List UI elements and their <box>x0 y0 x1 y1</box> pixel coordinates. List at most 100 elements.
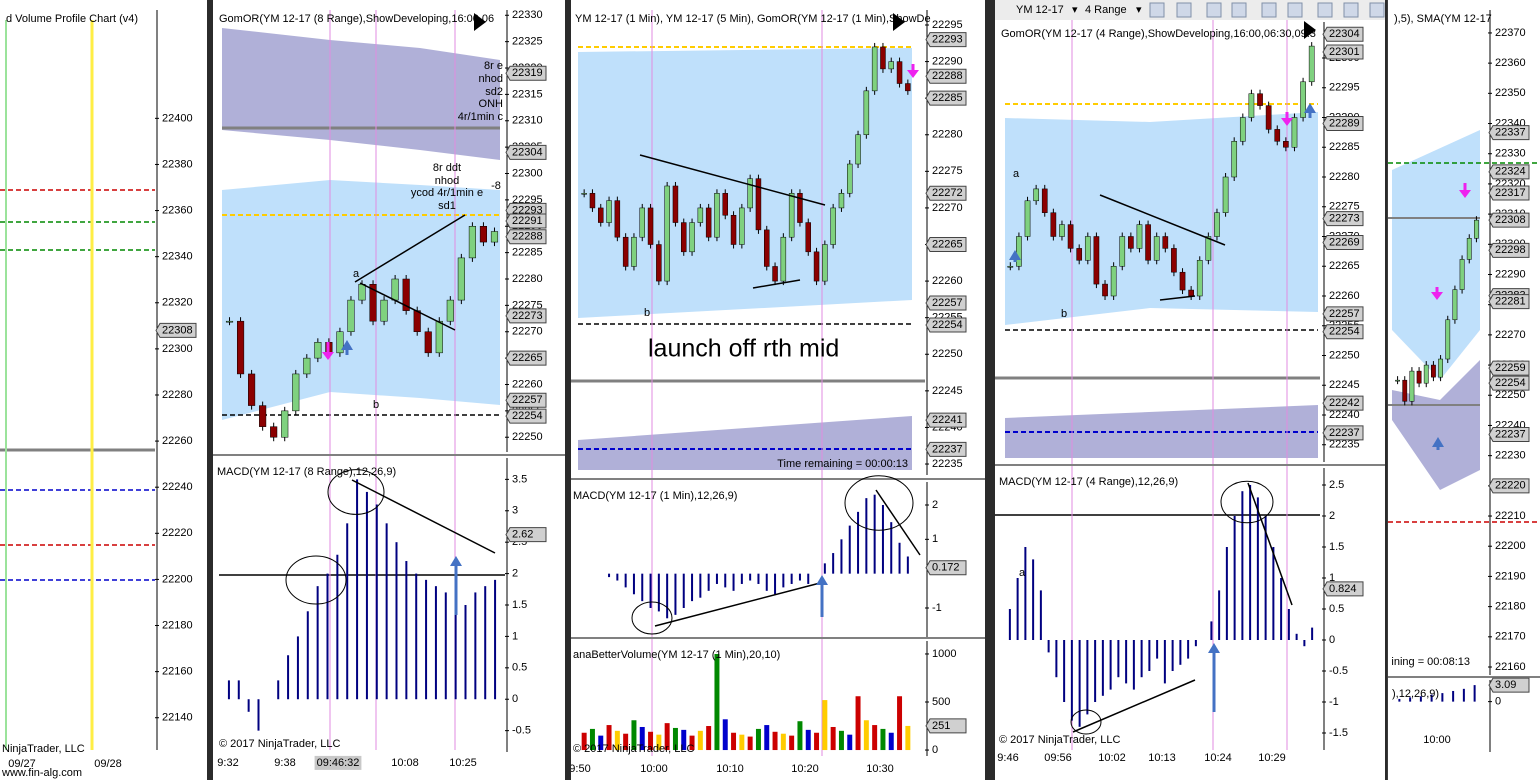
splitter[interactable] <box>1385 0 1387 780</box>
toolbar-icon[interactable] <box>1176 2 1192 18</box>
candle <box>747 178 753 209</box>
signal-arrow-head <box>1432 437 1444 447</box>
histogram-bar <box>1047 640 1050 653</box>
toolbar-icon[interactable] <box>1231 2 1247 18</box>
histogram-bar <box>873 494 876 574</box>
price-tag <box>505 229 547 245</box>
candle <box>780 236 787 282</box>
time-label: 10:00 <box>1423 734 1451 746</box>
time-label: 10:30 <box>866 763 894 775</box>
candle <box>1274 129 1281 142</box>
histogram-bar <box>657 573 660 612</box>
y-tick-label: 22140 <box>162 712 193 724</box>
histogram-bar <box>1303 640 1306 647</box>
candle <box>647 207 654 245</box>
histogram-bar <box>1156 640 1159 659</box>
splitter[interactable] <box>207 0 213 780</box>
histogram-bar <box>872 725 878 751</box>
time-label: 09:56 <box>1044 752 1072 764</box>
price-tag <box>1322 211 1364 227</box>
time-label: 10:08 <box>391 757 419 769</box>
toolbar-icon[interactable] <box>1149 2 1165 18</box>
histogram-bar <box>1210 621 1213 641</box>
histogram-bar <box>1140 640 1143 678</box>
price-tag <box>925 32 967 48</box>
panel-title: GomOR(YM 12-17 (4 Range),ShowDeveloping,… <box>1001 28 1316 40</box>
candle <box>391 278 399 301</box>
histogram-bar <box>739 734 745 751</box>
histogram-bar <box>664 723 670 751</box>
histogram-bar <box>648 731 654 751</box>
toolbar-icon[interactable] <box>1261 2 1277 18</box>
toolbar-icon[interactable] <box>1369 2 1385 18</box>
histogram-bar <box>1117 640 1120 678</box>
toolbar-icon[interactable] <box>1206 2 1222 18</box>
y-tick-label: 22300 <box>512 167 543 179</box>
candle <box>764 229 770 267</box>
toolbar-icon[interactable] <box>1317 2 1333 18</box>
candle <box>705 207 712 238</box>
price-tag-label: 22304 <box>1329 28 1360 40</box>
toolbar-icon[interactable] <box>1287 2 1303 18</box>
period-selector[interactable]: 4 Range <box>1085 4 1127 16</box>
price-tag <box>1322 306 1364 322</box>
candle <box>1283 141 1289 148</box>
histogram-bar <box>1101 640 1104 696</box>
indicator-title: ),12,26,9) <box>1392 688 1439 700</box>
time-label: 10:29 <box>1258 752 1286 764</box>
candle <box>581 193 587 195</box>
candle <box>880 46 886 70</box>
candle <box>1016 236 1022 267</box>
candle <box>314 342 322 359</box>
y-tick-label: 3 <box>512 505 518 517</box>
candle <box>797 193 803 223</box>
splitter[interactable] <box>565 0 571 780</box>
y-tick-label: 2.5 <box>1329 479 1344 491</box>
y-tick-label: 22190 <box>1495 570 1526 582</box>
histogram-bar <box>1295 633 1298 641</box>
y-tick-label: 22275 <box>512 299 543 311</box>
y-tick-label: 22295 <box>932 19 963 31</box>
price-tag-label: 22220 <box>1495 480 1526 492</box>
circle-mark <box>285 555 347 605</box>
price-tag <box>925 441 967 457</box>
histogram-bar <box>247 699 250 712</box>
price-tag <box>1322 234 1364 250</box>
y-tick-label: 22380 <box>162 158 193 170</box>
band <box>1392 130 1480 380</box>
y-tick-label: 22290 <box>932 55 963 67</box>
price-tag-label: 2.62 <box>512 529 533 541</box>
price-tag-label: 22254 <box>512 410 543 422</box>
candle <box>822 244 828 282</box>
histogram-bar <box>1148 640 1151 672</box>
trend-line <box>654 582 821 627</box>
circle-mark <box>1070 709 1102 735</box>
candle <box>788 193 795 238</box>
candle <box>281 410 289 438</box>
y-tick-label: 22180 <box>1495 601 1526 613</box>
splitter[interactable] <box>985 0 995 780</box>
candle <box>722 193 728 216</box>
price-tag-label: 22301 <box>1329 46 1360 58</box>
signal-arrow-head <box>1431 292 1443 300</box>
y-tick-label: 22270 <box>1495 329 1526 341</box>
histogram-bar <box>1249 484 1252 641</box>
band <box>578 416 912 470</box>
y-tick-label: 0.5 <box>512 662 527 674</box>
y-tick-label: 22370 <box>1495 27 1526 39</box>
instrument-selector[interactable]: YM 12-17 <box>1016 4 1064 16</box>
histogram-bar <box>649 573 652 608</box>
histogram-bar <box>464 605 467 700</box>
candle <box>1459 259 1465 290</box>
candle <box>292 373 300 412</box>
price-tag-label: 22257 <box>1329 308 1360 320</box>
y-tick-label: 22290 <box>1495 268 1526 280</box>
price-tag <box>1322 425 1364 441</box>
candle <box>1067 224 1074 249</box>
candle <box>1171 248 1177 273</box>
histogram-bar <box>740 573 743 584</box>
y-tick-label: 22275 <box>932 165 963 177</box>
toolbar-icon[interactable] <box>1343 2 1359 18</box>
price-tag-label: 22293 <box>512 204 543 216</box>
panel-title: d Volume Profile Chart (v4) <box>6 13 138 25</box>
